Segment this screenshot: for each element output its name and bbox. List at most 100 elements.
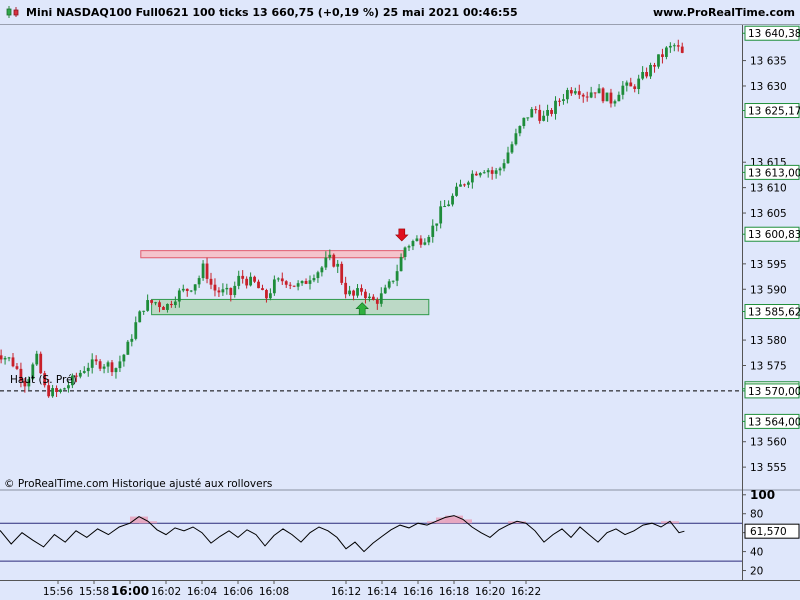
bull-candle[interactable] <box>328 254 332 258</box>
bull-candle[interactable] <box>443 206 447 208</box>
price-tag[interactable]: 13 585,62 <box>742 304 800 320</box>
bear-candle[interactable] <box>47 385 51 397</box>
bull-candle[interactable] <box>71 375 74 386</box>
bear-candle[interactable] <box>585 96 589 98</box>
bull-candle[interactable] <box>312 278 316 281</box>
bear-candle[interactable] <box>150 300 153 303</box>
bull-candle[interactable] <box>395 271 399 281</box>
price-tag[interactable]: 13 564,00 <box>742 413 800 429</box>
bear-candle[interactable] <box>653 64 656 67</box>
bear-candle[interactable] <box>209 278 213 285</box>
bear-candle[interactable] <box>98 361 102 369</box>
bull-candle[interactable] <box>526 117 530 119</box>
bear-candle[interactable] <box>633 86 637 90</box>
bull-candle[interactable] <box>269 293 272 299</box>
bull-candle[interactable] <box>431 225 435 237</box>
bull-candle[interactable] <box>506 152 510 164</box>
bull-candle[interactable] <box>177 290 181 302</box>
support-zone[interactable] <box>151 298 430 316</box>
bear-candle[interactable] <box>680 46 684 53</box>
bear-candle[interactable] <box>162 307 165 310</box>
bear-candle[interactable] <box>352 290 355 296</box>
up-arrow-icon[interactable] <box>355 302 369 315</box>
bear-candle[interactable] <box>364 291 367 299</box>
bear-candle[interactable] <box>419 238 423 245</box>
bear-candle[interactable] <box>344 282 348 295</box>
price-tag[interactable]: 13 640,38 <box>742 25 800 41</box>
bull-candle[interactable] <box>3 357 7 360</box>
bull-candle[interactable] <box>399 256 403 272</box>
bear-candle[interactable] <box>676 45 680 47</box>
bull-candle[interactable] <box>197 278 201 285</box>
bull-candle[interactable] <box>181 288 185 291</box>
bull-candle[interactable] <box>51 388 54 397</box>
bull-candle[interactable] <box>657 54 660 67</box>
bull-candle[interactable] <box>554 100 557 114</box>
bear-candle[interactable] <box>280 278 284 282</box>
bull-candle[interactable] <box>617 94 621 102</box>
bear-candle[interactable] <box>558 100 561 102</box>
bear-candle[interactable] <box>538 109 542 121</box>
bull-candle[interactable] <box>114 368 118 373</box>
bear-candle[interactable] <box>593 92 597 94</box>
bull-candle[interactable] <box>86 367 90 372</box>
bull-candle[interactable] <box>31 364 35 380</box>
bear-candle[interactable] <box>245 278 249 286</box>
bull-candle[interactable] <box>348 290 351 295</box>
bull-candle[interactable] <box>78 372 82 377</box>
bull-candle[interactable] <box>435 223 439 226</box>
price-tag[interactable]: 13 625,17 <box>742 103 800 119</box>
bull-candle[interactable] <box>447 204 450 207</box>
bull-candle[interactable] <box>403 247 407 257</box>
bear-candle[interactable] <box>601 88 605 102</box>
bear-candle[interactable] <box>292 285 296 287</box>
bear-candle[interactable] <box>474 173 478 176</box>
bull-candle[interactable] <box>237 275 241 286</box>
bear-candle[interactable] <box>265 290 268 299</box>
bull-candle[interactable] <box>336 263 340 267</box>
bear-candle[interactable] <box>217 290 221 293</box>
bull-candle[interactable] <box>324 257 328 268</box>
bear-candle[interactable] <box>340 263 344 283</box>
bear-candle[interactable] <box>304 280 308 284</box>
bull-candle[interactable] <box>67 385 70 389</box>
bear-candle[interactable] <box>23 380 27 387</box>
bull-candle[interactable] <box>225 287 229 290</box>
bear-candle[interactable] <box>55 388 58 393</box>
bear-candle[interactable] <box>158 302 161 308</box>
bear-candle[interactable] <box>170 303 173 306</box>
bear-candle[interactable] <box>332 254 336 267</box>
rsi-current-tag[interactable]: 61,570 <box>744 523 800 539</box>
bull-candle[interactable] <box>439 206 443 224</box>
bull-candle[interactable] <box>106 362 110 367</box>
bull-candle[interactable] <box>566 90 569 100</box>
bull-candle[interactable] <box>530 109 534 118</box>
bull-candle[interactable] <box>562 99 565 101</box>
bull-candle[interactable] <box>522 117 526 127</box>
bull-candle[interactable] <box>320 267 324 273</box>
bull-candle[interactable] <box>233 285 237 296</box>
bear-candle[interactable] <box>645 72 648 77</box>
bear-candle[interactable] <box>360 288 363 292</box>
bull-candle[interactable] <box>411 241 415 247</box>
bear-candle[interactable] <box>229 287 233 296</box>
bull-candle[interactable] <box>672 45 676 47</box>
bull-candle[interactable] <box>649 64 652 77</box>
bull-candle[interactable] <box>502 163 506 169</box>
bear-candle[interactable] <box>569 90 573 94</box>
bull-candle[interactable] <box>486 170 490 173</box>
rsi-plot-area[interactable] <box>0 491 742 580</box>
bull-candle[interactable] <box>316 272 320 279</box>
bear-candle[interactable] <box>205 263 209 279</box>
bull-candle[interactable] <box>383 287 387 294</box>
bull-candle[interactable] <box>415 238 419 242</box>
bear-candle[interactable] <box>110 362 114 373</box>
bear-candle[interactable] <box>94 359 98 362</box>
bull-candle[interactable] <box>482 172 486 174</box>
bear-candle[interactable] <box>0 355 3 360</box>
bull-candle[interactable] <box>514 133 518 145</box>
bull-candle[interactable] <box>470 173 474 183</box>
bear-candle[interactable] <box>288 284 292 286</box>
bear-candle[interactable] <box>39 353 43 374</box>
down-arrow-icon[interactable] <box>395 228 409 242</box>
